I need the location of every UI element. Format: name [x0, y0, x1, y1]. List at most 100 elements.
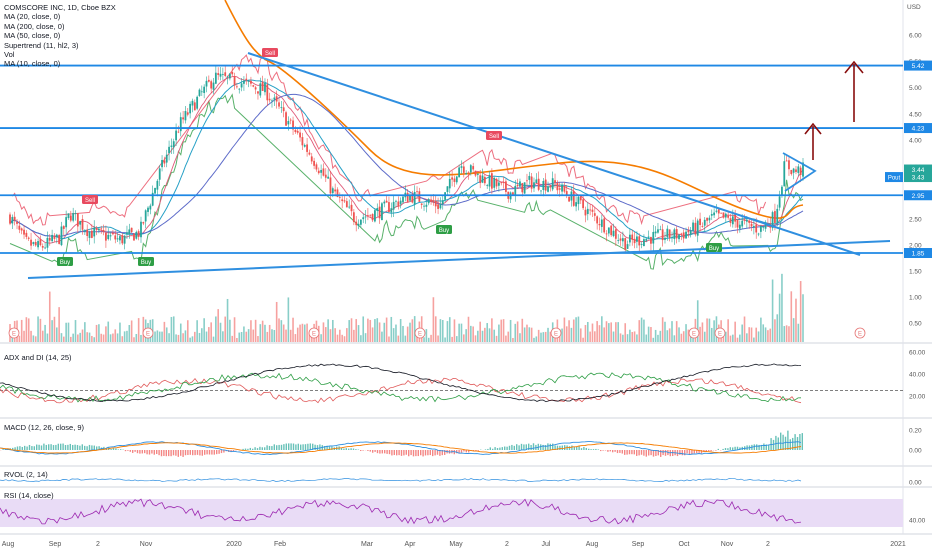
- volume-bar: [561, 328, 563, 342]
- volume-bar: [664, 321, 666, 342]
- macd-hist-bar: [506, 446, 508, 450]
- volume-bar: [186, 320, 189, 342]
- signal-label: Buy: [60, 260, 70, 266]
- candle-body: [137, 231, 140, 237]
- volume-bar: [696, 300, 699, 342]
- macd-hist-bar: [441, 450, 443, 456]
- volume-bar: [565, 326, 568, 342]
- macd-hist-bar: [117, 449, 119, 450]
- volume-bar: [233, 317, 236, 342]
- candle-body: [83, 230, 86, 232]
- volume-bar: [193, 331, 196, 342]
- candle-body: [759, 225, 762, 232]
- macd-hist-bar: [391, 450, 393, 456]
- candle-body: [540, 190, 542, 192]
- legend-ma200[interactable]: MA (200, close, 0): [4, 21, 65, 31]
- x-axis-label-1: Sep: [49, 541, 62, 548]
- volume-bar: [201, 328, 203, 342]
- candle-body: [425, 204, 428, 207]
- volume-bar: [18, 335, 21, 342]
- candle-body: [516, 184, 519, 187]
- chart-title[interactable]: COMSCORE INC, 1D, Cboe BZX: [4, 3, 116, 12]
- candle-body: [537, 178, 540, 190]
- candle-body: [614, 229, 617, 239]
- candle-body: [44, 247, 46, 249]
- x-axis-label-12: Sep: [632, 541, 645, 548]
- rsi-pane-label[interactable]: RSI (14, close): [4, 491, 54, 500]
- volume-bar: [196, 320, 198, 342]
- candle-body: [598, 223, 601, 226]
- candle-body: [633, 238, 636, 244]
- volume-bar: [55, 327, 58, 342]
- volume-bar: [732, 334, 734, 342]
- legend-ma10[interactable]: MA (10, close, 0): [4, 59, 61, 69]
- macd-hist-bar: [729, 447, 731, 450]
- volume-bar: [27, 318, 30, 342]
- volume-bar: [701, 322, 704, 342]
- volume-bar: [41, 330, 44, 342]
- macd-hist-bar: [316, 445, 319, 450]
- candle-body: [795, 169, 797, 172]
- macd-hist-bar: [79, 445, 81, 450]
- volume-bar: [175, 334, 177, 342]
- candle-body: [626, 244, 629, 249]
- volume-bar: [287, 297, 290, 342]
- volume-bar: [299, 324, 301, 342]
- candle-body: [643, 239, 645, 246]
- macd-hist-bar: [288, 443, 290, 450]
- candle-body: [535, 179, 538, 184]
- volume-group: [9, 273, 804, 342]
- adx-tick-1: 40.00: [909, 372, 926, 379]
- legend-supertrend[interactable]: Supertrend (11, hl2, 3): [4, 40, 79, 50]
- macd-hist-bar: [559, 445, 561, 450]
- pennant-pattern: [782, 152, 817, 192]
- candle-body: [149, 205, 152, 210]
- macd-hist-bar: [189, 450, 191, 455]
- volume-bar: [243, 326, 245, 342]
- macd-pane-label[interactable]: MACD (12, 26, close, 9): [4, 423, 85, 432]
- candle-body: [53, 235, 56, 239]
- candle-body: [69, 215, 72, 221]
- macd-hist-bar: [660, 450, 662, 457]
- candle-body: [694, 222, 697, 235]
- candle-body: [757, 233, 760, 235]
- price-label-2: 3.44: [904, 164, 932, 175]
- macd-hist-bar: [595, 448, 597, 450]
- signal-tag: [82, 195, 98, 204]
- candle-body: [474, 170, 477, 176]
- macd-hist-bar: [710, 450, 712, 452]
- candle-body: [224, 72, 227, 76]
- volume-bar: [764, 327, 767, 342]
- candle-body: [715, 210, 718, 212]
- candle-body: [151, 192, 154, 206]
- volume-bar: [63, 336, 65, 342]
- candle-body: [390, 208, 393, 213]
- macd-hist-bar: [180, 450, 182, 456]
- candle-body: [13, 216, 16, 221]
- legend-ma20[interactable]: MA (20, close, 0): [4, 12, 61, 22]
- macd-hist-bar: [36, 444, 38, 450]
- candle-body: [317, 170, 320, 174]
- macd-hist-bar: [300, 444, 302, 450]
- ma50-line: [9, 93, 804, 237]
- volume-bar: [247, 329, 250, 342]
- main-axis-tick-7: 2.50: [909, 216, 922, 223]
- rvol-pane-label[interactable]: RVOL (2, 14): [4, 470, 48, 479]
- macd-hist-bar: [134, 450, 136, 452]
- volume-bar: [572, 319, 575, 342]
- candle-body: [177, 131, 180, 133]
- adx-pane-label[interactable]: ADX and DI (14, 25): [4, 353, 72, 362]
- candle-body: [109, 235, 112, 237]
- candle-body: [355, 221, 358, 226]
- legend-vol[interactable]: Vol: [4, 50, 15, 60]
- volume-bar: [778, 293, 781, 342]
- candle-body: [359, 219, 362, 225]
- volume-bar: [383, 322, 386, 342]
- candle-body: [624, 238, 627, 250]
- legend-ma50[interactable]: MA (50, close, 0): [4, 31, 61, 41]
- candle-body: [764, 223, 767, 229]
- macd-hist-bar: [295, 444, 297, 450]
- volume-bar: [357, 325, 360, 342]
- volume-bar: [785, 325, 788, 342]
